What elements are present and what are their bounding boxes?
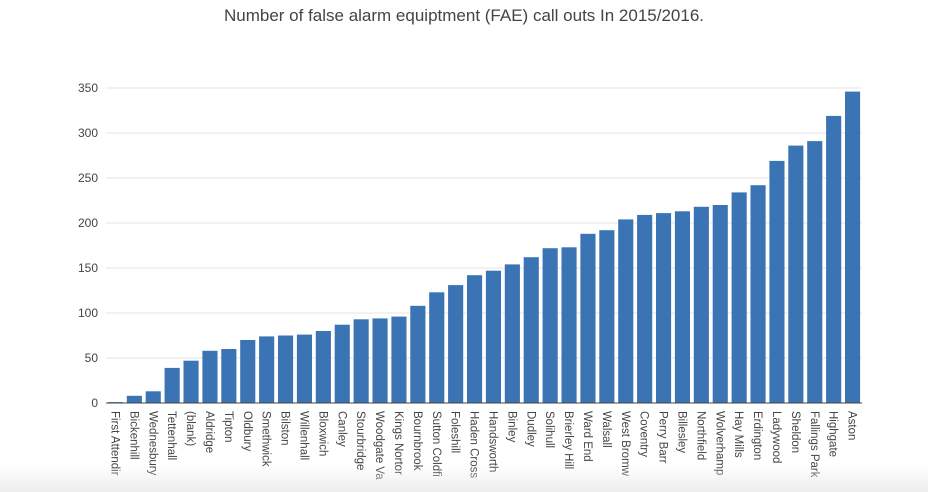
y-tick-label: 150 — [78, 261, 98, 275]
bar-oldbury[interactable] — [240, 340, 256, 403]
bar-handsworth[interactable] — [485, 270, 502, 403]
x-tick-label: Willenhall — [297, 411, 309, 460]
bar-bournbrook[interactable] — [410, 305, 426, 403]
bar-billesley[interactable] — [674, 211, 691, 403]
y-tick-label: 300 — [78, 126, 98, 140]
bar-binley[interactable] — [504, 264, 520, 403]
x-tick-labels: First Attendir Bickenhill Wednesbury Tetten… — [108, 411, 857, 480]
y-tick-label: 50 — [85, 351, 99, 365]
x-tick-label: Coventry — [638, 411, 650, 457]
x-tick-label: Oldbury — [241, 411, 253, 452]
x-tick-label: Woodgate Va — [373, 411, 385, 480]
x-tick-label: First Attendir — [108, 411, 120, 476]
x-tick-label: Ladywood — [770, 411, 782, 463]
x-tick-label: Smethwick — [260, 411, 272, 467]
bar-northfield[interactable] — [693, 206, 709, 403]
x-tick-label: Bilston — [279, 411, 291, 446]
x-tick-label: Handsworth — [486, 411, 498, 472]
x-tick-label: Binley — [505, 411, 517, 443]
x-tick-label: West Bromw — [619, 411, 631, 477]
bar-west-bromw[interactable] — [618, 219, 634, 403]
x-tick-label: Bloxwich — [316, 411, 328, 456]
y-tick-label: 0 — [91, 396, 98, 410]
x-tick-label: (blank) — [184, 411, 196, 446]
bar-kings-nortor[interactable] — [391, 316, 407, 403]
x-tick-label: Bickenhill — [127, 411, 139, 460]
x-tick-label: Dudley — [524, 411, 536, 447]
x-tick-label: Kings Nortor — [392, 411, 404, 475]
gridlines — [106, 87, 862, 359]
x-tick-label: Brierley Hill — [562, 411, 574, 469]
x-tick-label: Solihull — [543, 411, 555, 448]
bar-bilston[interactable] — [277, 335, 294, 404]
bar-aldridge[interactable] — [202, 350, 218, 403]
bar-haden-cross[interactable] — [466, 275, 483, 403]
bar-bloxwich[interactable] — [315, 331, 331, 403]
bar-bickenhill[interactable] — [126, 395, 142, 403]
x-tick-label: Walsall — [600, 411, 612, 448]
x-tick-label: Billesley — [675, 411, 687, 453]
bar-foleshill[interactable] — [448, 285, 464, 403]
x-tick-label: Erdington — [751, 411, 763, 460]
x-tick-label: Wolverhamp — [713, 411, 725, 475]
x-tick-label: Canley — [335, 411, 347, 447]
x-tick-label: Tettenhall — [165, 411, 177, 460]
bar-brierley-hill[interactable] — [561, 247, 577, 403]
bar-highgate[interactable] — [826, 115, 842, 404]
x-tick-label: Ward End — [581, 411, 593, 462]
bar-wednesbury[interactable] — [145, 391, 161, 403]
bar-sheldon[interactable] — [788, 145, 804, 403]
bar-smethwick[interactable] — [259, 336, 275, 403]
bar-woodgate-va[interactable] — [372, 318, 388, 403]
x-tick-label: Wednesbury — [146, 411, 158, 476]
bar-walsall[interactable] — [599, 230, 615, 403]
bar-sutton-coldfi[interactable] — [429, 292, 445, 403]
bar-willenhall[interactable] — [296, 334, 313, 403]
x-tick-label: Hay Mills — [732, 411, 744, 458]
x-tick-label: Haden Cross — [468, 411, 480, 478]
x-tick-label: Stourbridge — [354, 411, 366, 470]
bar-ward-end[interactable] — [580, 233, 596, 403]
y-tick-labels: 0 50 100 150 200 250 300 350 — [78, 81, 98, 410]
bar-erdington[interactable] — [750, 185, 766, 403]
x-tick-label: Foleshill — [449, 411, 461, 453]
x-tick-label: Fallings Park — [808, 411, 820, 478]
bar-ladywood[interactable] — [769, 160, 785, 403]
bar-canley[interactable] — [334, 324, 350, 403]
x-tick-label: Sutton Coldfi — [430, 411, 442, 477]
x-tick-label: Aldridge — [203, 411, 215, 453]
bar-tettenhall[interactable] — [164, 367, 180, 403]
bar-hay-mills[interactable] — [731, 192, 747, 403]
x-tick-label: Tipton — [222, 411, 234, 443]
x-tick-label: Northfield — [694, 411, 706, 460]
y-tick-label: 250 — [78, 171, 98, 185]
bar-blank[interactable] — [183, 360, 199, 403]
bar-dudley[interactable] — [523, 257, 539, 403]
bar-solihull[interactable] — [542, 248, 558, 403]
y-tick-label: 100 — [78, 306, 98, 320]
chart-title: Number of false alarm equiptment (FAE) c… — [223, 6, 705, 25]
x-tick-label: Bournbrook — [411, 411, 423, 471]
x-tick-label: Perry Barr — [657, 411, 669, 464]
bar-fallings-park[interactable] — [807, 141, 823, 403]
bar-tipton[interactable] — [221, 349, 237, 403]
bar-perry-barr[interactable] — [655, 213, 672, 403]
x-tick-label: Aston — [846, 411, 858, 440]
bar-stourbridge[interactable] — [353, 319, 369, 403]
bars — [107, 91, 861, 404]
y-tick-label: 350 — [78, 81, 98, 95]
bar-aston[interactable] — [844, 91, 861, 403]
bar-coventry[interactable] — [637, 214, 653, 403]
y-tick-label: 200 — [78, 216, 98, 230]
x-tick-label: Sheldon — [789, 411, 801, 453]
x-tick-label: Highgate — [827, 411, 839, 457]
bar-wolverhamp[interactable] — [712, 205, 728, 403]
